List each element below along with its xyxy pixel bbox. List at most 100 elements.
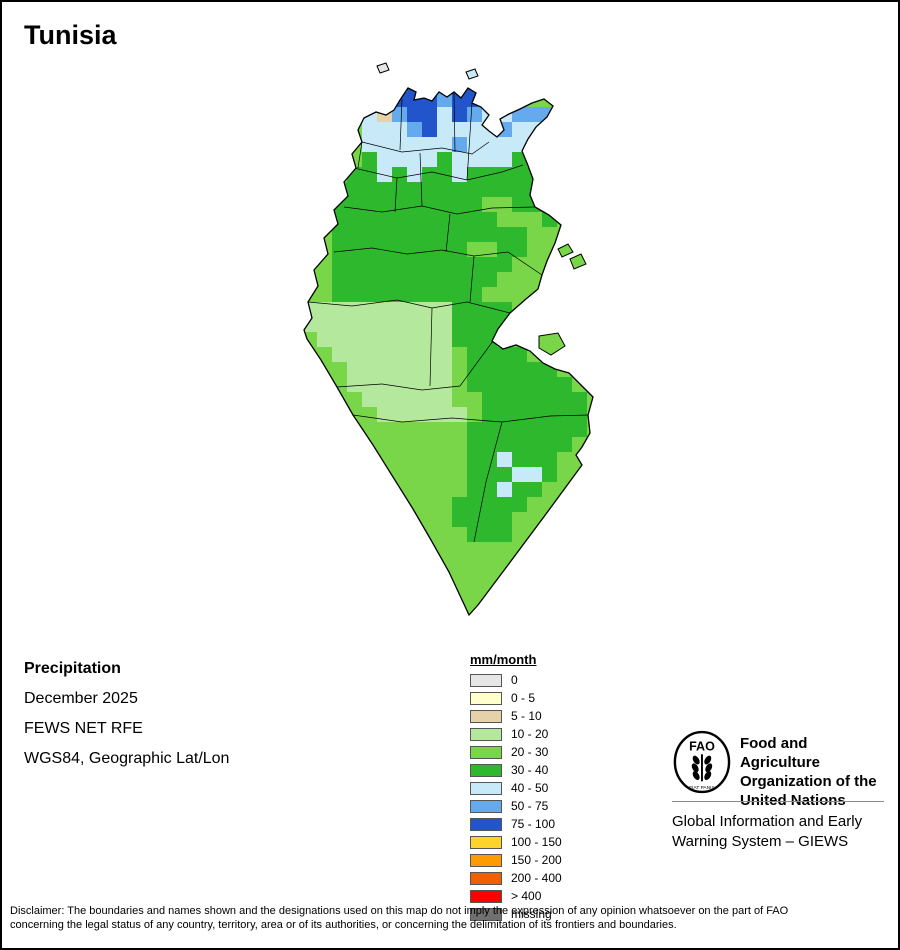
- giews-label: Global Information and Early Warning Sys…: [672, 812, 862, 852]
- legend-entry: 20 - 30: [470, 745, 562, 759]
- raster-run: [332, 227, 527, 242]
- raster-run: [497, 272, 542, 287]
- projection-label: WGS84, Geographic Lat/Lon: [24, 750, 230, 767]
- fao-logo: FAO FIAT PANIS: [673, 730, 731, 794]
- raster-run: [467, 422, 587, 437]
- raster-run: [407, 107, 437, 122]
- raster-run: [362, 122, 407, 137]
- raster-run: [304, 317, 452, 332]
- legend-entry: 75 - 100: [470, 817, 562, 831]
- raster-run: [482, 407, 587, 422]
- legend-entry: 200 - 400: [470, 871, 562, 885]
- raster-run: [512, 107, 572, 122]
- galite-island: [376, 62, 390, 74]
- legend-entry: 10 - 20: [470, 727, 562, 741]
- raster-run: [467, 107, 482, 122]
- raster-run: [512, 137, 542, 152]
- raster-run: [467, 377, 572, 392]
- raster-run: [467, 437, 572, 452]
- legend: mm/month 0 0 - 5 5 - 10 10 - 20 20 - 30 30 - …: [470, 652, 562, 925]
- legend-swatch: [470, 709, 502, 723]
- raster-run: [332, 257, 512, 272]
- legend-entry-label: 5 - 10: [511, 709, 542, 723]
- source-label: FEWS NET RFE: [24, 720, 143, 737]
- legend-entry: 0: [470, 673, 562, 687]
- legend-entry: missing: [470, 907, 562, 921]
- legend-swatch: [470, 907, 502, 921]
- raster-run: [332, 287, 482, 302]
- raster-run: [452, 512, 512, 527]
- legend-swatch: [470, 889, 502, 903]
- raster-run: [377, 407, 467, 422]
- governorate-borders: [307, 92, 589, 543]
- raster-run: [527, 227, 572, 242]
- raster-run: [407, 167, 422, 182]
- page-title: Tunisia: [24, 20, 117, 50]
- map-info-block: Precipitation December 2025 FEWS NET RFE…: [24, 654, 229, 774]
- disclaimer-line: Disclaimer: The boundaries and names sho…: [10, 905, 789, 917]
- raster-run: [467, 527, 512, 542]
- raster-run: [452, 497, 527, 512]
- raster-run: [512, 467, 527, 482]
- raster-run: [362, 92, 377, 107]
- raster-run: [542, 122, 572, 137]
- raster-run: [512, 122, 542, 137]
- legend-entry-label: 75 - 100: [511, 817, 556, 831]
- raster-run: [497, 482, 512, 497]
- fao-org-line: Food and Agriculture: [739, 735, 820, 771]
- raster-run: [482, 287, 542, 302]
- raster-run: [512, 152, 527, 167]
- raster-run: [452, 317, 512, 332]
- fao-org-line: Organization of the: [739, 773, 877, 790]
- raster-cells: [304, 88, 587, 542]
- raster-run: [362, 107, 377, 122]
- legend-entry-label: 0 - 5: [511, 691, 536, 705]
- raster-run: [332, 347, 452, 362]
- legend-entries: 0 0 - 5 5 - 10 10 - 20 20 - 30 30 - 40 40 - 50…: [470, 673, 562, 921]
- north-islet: [465, 68, 479, 80]
- legend-entry-label: 50 - 75: [511, 799, 549, 813]
- raster-run: [377, 152, 437, 167]
- raster-run: [482, 197, 512, 212]
- legend-entry: > 400: [470, 889, 562, 903]
- legend-swatch: [470, 745, 502, 759]
- raster-run: [527, 467, 542, 482]
- raster-run: [377, 167, 392, 182]
- raster-run: [437, 152, 452, 167]
- legend-entry-label: 200 - 400: [511, 871, 562, 885]
- precipitation-label: Precipitation: [24, 660, 121, 677]
- legend-entry: 100 - 150: [470, 835, 562, 849]
- legend-entry: 40 - 50: [470, 781, 562, 795]
- legend-entry-label: 100 - 150: [511, 835, 562, 849]
- raster-run: [362, 137, 512, 152]
- raster-run: [452, 167, 467, 182]
- giews-line: Global Information and Early: [672, 813, 863, 830]
- fao-org-line: United Nations: [739, 792, 846, 809]
- raster-run: [407, 122, 422, 137]
- disclaimer-line: concerning the legal status of any count…: [10, 919, 677, 931]
- raster-run: [422, 122, 437, 137]
- raster-run: [392, 107, 407, 122]
- fao-org-name: Food and Agriculture Organization of the…: [740, 734, 886, 810]
- raster-run: [467, 362, 557, 377]
- raster-run: [452, 137, 467, 152]
- period-label: December 2025: [24, 690, 138, 707]
- legend-swatch: [470, 781, 502, 795]
- djerba-island: [538, 332, 566, 356]
- legend-swatch: [470, 817, 502, 831]
- legend-entry: 0 - 5: [470, 691, 562, 705]
- raster-run: [452, 107, 467, 122]
- raster-run: [497, 212, 542, 227]
- raster-run: [467, 242, 497, 257]
- kerkennah-island: [557, 243, 574, 258]
- raster-run: [362, 392, 452, 407]
- svg-text:FIAT PANIS: FIAT PANIS: [689, 785, 715, 791]
- legend-entry-label: 0: [511, 673, 518, 687]
- legend-swatch: [470, 691, 502, 705]
- raster-run: [362, 152, 377, 167]
- legend-entry-label: 20 - 30: [511, 745, 549, 759]
- legend-entry: 150 - 200: [470, 853, 562, 867]
- legend-entry-label: 40 - 50: [511, 781, 549, 795]
